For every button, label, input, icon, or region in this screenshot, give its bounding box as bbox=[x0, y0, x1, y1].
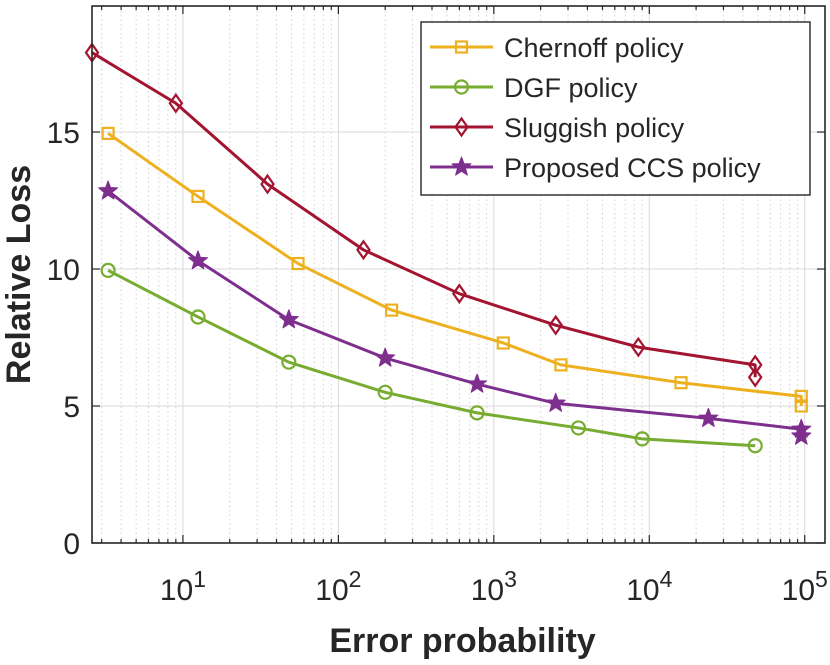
legend-label: Proposed CCS policy bbox=[504, 153, 761, 183]
series-line bbox=[91, 51, 757, 378]
data-point-diamond bbox=[630, 336, 646, 358]
series-circle bbox=[100, 262, 763, 454]
data-point-circle bbox=[570, 420, 587, 436]
data-point-square bbox=[496, 336, 510, 350]
x-tick-label: 104 bbox=[626, 566, 672, 607]
series-square bbox=[101, 126, 808, 413]
data-point-square bbox=[191, 189, 205, 204]
x-tick-label: 101 bbox=[160, 566, 206, 607]
series-line bbox=[107, 269, 756, 448]
data-point-square bbox=[554, 358, 568, 372]
data-point-diamond bbox=[356, 239, 371, 261]
series-layer bbox=[84, 42, 812, 454]
x-axis-title: Error probability bbox=[329, 622, 595, 660]
data-point-star bbox=[98, 180, 119, 200]
x-tick-label: 102 bbox=[315, 566, 361, 607]
data-point-diamond bbox=[452, 283, 467, 305]
data-point-square bbox=[794, 399, 808, 413]
legend: Chernoff policy DGF policy Sluggish policy… bbox=[420, 21, 811, 196]
data-point-diamond bbox=[747, 354, 763, 376]
data-point-square bbox=[291, 256, 305, 271]
data-point-square bbox=[674, 376, 688, 390]
legend-marker-square bbox=[454, 40, 469, 54]
data-point-circle bbox=[190, 309, 206, 325]
data-point-circle bbox=[100, 262, 116, 278]
series-line bbox=[107, 132, 803, 407]
series-diamond bbox=[84, 42, 763, 388]
x-tick-label: 105 bbox=[782, 566, 828, 607]
data-point-diamond bbox=[747, 366, 763, 388]
data-point-circle bbox=[377, 384, 393, 400]
data-point-diamond bbox=[260, 173, 275, 195]
data-point-star bbox=[698, 407, 719, 427]
legend-entry: DGF policy bbox=[430, 73, 638, 103]
y-tick-label: 5 bbox=[63, 391, 80, 424]
y-axis-title: Relative Loss bbox=[0, 165, 38, 384]
data-point-diamond bbox=[168, 92, 184, 114]
data-point-star bbox=[545, 392, 566, 412]
data-point-square bbox=[794, 389, 808, 404]
series-star bbox=[98, 180, 812, 445]
data-point-circle bbox=[469, 405, 485, 421]
y-tick-label: 15 bbox=[47, 117, 80, 150]
legend-label: Chernoff policy bbox=[504, 33, 684, 63]
tick-labels: 101 102 103 104 105 0 5 10 15 bbox=[47, 117, 828, 607]
plot-frame bbox=[91, 5, 826, 544]
data-point-star bbox=[375, 347, 396, 367]
data-point-circle bbox=[281, 354, 297, 370]
data-point-circle bbox=[747, 438, 763, 454]
x-tick-label: 103 bbox=[471, 566, 517, 607]
legend-marker-diamond bbox=[454, 116, 469, 138]
legend-entry: Proposed CCS policy bbox=[430, 153, 761, 183]
data-point-star bbox=[791, 425, 812, 445]
data-point-square bbox=[385, 303, 399, 317]
y-tick-label: 0 bbox=[63, 528, 80, 561]
data-point-star bbox=[278, 309, 299, 329]
data-point-square bbox=[101, 126, 115, 141]
legend-entry: Sluggish policy bbox=[430, 113, 685, 143]
legend-label: DGF policy bbox=[504, 73, 638, 103]
axis-ticks bbox=[92, 6, 825, 544]
data-point-diamond bbox=[548, 314, 564, 336]
data-point-star bbox=[467, 373, 488, 393]
data-point-star bbox=[188, 250, 209, 270]
legend-marker-star bbox=[451, 156, 472, 176]
legend-marker-circle bbox=[453, 79, 470, 95]
data-point-circle bbox=[634, 431, 650, 447]
legend-entry: Chernoff policy bbox=[430, 33, 684, 63]
legend-label: Sluggish policy bbox=[504, 113, 685, 143]
y-tick-label: 10 bbox=[47, 254, 80, 287]
